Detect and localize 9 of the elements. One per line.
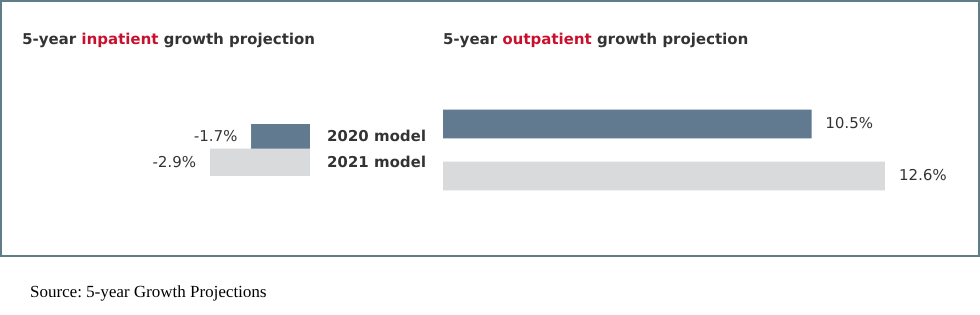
data-label: -1.7% bbox=[194, 126, 238, 145]
chart-title: 5-year outpatient growth projection bbox=[443, 30, 748, 48]
data-label: 12.6% bbox=[899, 166, 947, 184]
y-tick-label: 2021 model bbox=[327, 152, 426, 171]
data-label: -2.9% bbox=[152, 152, 196, 171]
y-tick-label: 2020 model bbox=[327, 126, 426, 145]
data-label: 10.5% bbox=[825, 114, 873, 132]
source-note: Source: 5-year Growth Projections bbox=[30, 282, 267, 302]
chart-title: 5-year inpatient growth projection bbox=[22, 30, 315, 48]
